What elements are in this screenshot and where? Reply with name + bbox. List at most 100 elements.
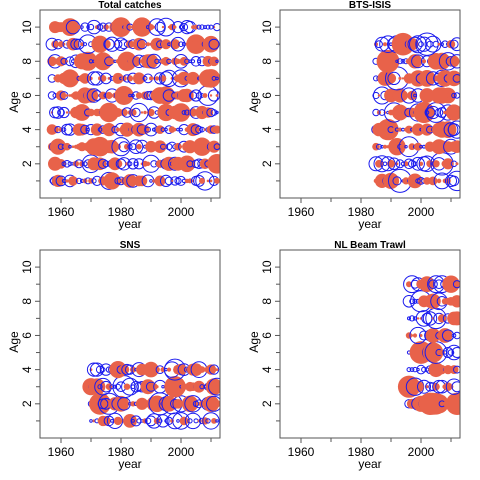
positive-residual-bubble	[118, 364, 130, 375]
negative-residual-bubble	[127, 158, 139, 170]
x-axis-label: year	[118, 217, 141, 231]
positive-residual-bubble	[445, 104, 460, 121]
y-tick-label: 6	[20, 92, 34, 99]
negative-residual-bubble	[87, 23, 95, 31]
positive-residual-bubble	[193, 380, 205, 393]
positive-residual-bubble	[56, 159, 66, 169]
positive-residual-bubble	[177, 71, 191, 86]
negative-residual-bubble	[61, 123, 73, 136]
positive-residual-bubble	[71, 145, 75, 148]
y-tick-label: 8	[260, 298, 274, 305]
y-axis-label: Age	[7, 91, 21, 113]
positive-residual-bubble	[455, 162, 459, 166]
negative-residual-bubble	[413, 93, 417, 98]
positive-residual-bubble	[61, 18, 79, 36]
positive-residual-bubble	[173, 25, 177, 29]
positive-residual-bubble	[209, 179, 213, 183]
plot-frame	[279, 249, 461, 439]
positive-residual-bubble	[103, 172, 121, 190]
negative-residual-bubble	[86, 362, 102, 377]
negative-residual-bubble	[195, 125, 203, 134]
x-axis-label: year	[358, 457, 381, 471]
plot-frame	[39, 249, 221, 439]
positive-residual-bubble	[170, 419, 174, 423]
positive-residual-bubble	[406, 281, 412, 288]
x-tick-label: 2000	[168, 445, 195, 459]
negative-residual-bubble	[452, 74, 460, 83]
x-axis-label: year	[118, 457, 141, 471]
negative-residual-bubble	[100, 367, 106, 373]
y-tick-label: 10	[260, 20, 274, 34]
positive-residual-bubble	[215, 368, 219, 371]
negative-residual-bubble	[184, 58, 190, 65]
positive-residual-bubble	[383, 42, 387, 47]
negative-residual-bubble	[196, 24, 202, 30]
negative-residual-bubble	[110, 419, 114, 423]
positive-residual-bubble	[437, 328, 453, 343]
y-tick-label: 10	[260, 260, 274, 274]
negative-residual-bubble	[89, 419, 93, 423]
positive-residual-bubble	[129, 108, 137, 117]
negative-residual-bubble	[61, 127, 67, 132]
positive-residual-bubble	[140, 379, 156, 395]
positive-residual-bubble	[209, 56, 219, 67]
negative-residual-bubble	[95, 365, 105, 374]
negative-residual-bubble	[208, 377, 220, 396]
y-tick-label: 2	[260, 400, 274, 407]
negative-residual-bubble	[157, 418, 163, 424]
positive-residual-bubble	[202, 35, 220, 53]
x-tick-label: 1980	[108, 205, 135, 219]
negative-residual-bubble	[445, 378, 460, 395]
panel-title: Total catches	[98, 0, 162, 11]
negative-residual-bubble	[97, 384, 103, 390]
positive-residual-bubble	[99, 102, 119, 123]
negative-residual-bubble	[47, 91, 57, 100]
positive-residual-bubble	[183, 140, 197, 154]
positive-residual-bubble	[383, 144, 387, 149]
negative-residual-bubble	[400, 58, 406, 64]
positive-residual-bubble	[173, 399, 183, 409]
positive-residual-bubble	[143, 43, 147, 46]
negative-residual-bubble	[208, 364, 220, 375]
positive-residual-bubble	[146, 42, 150, 47]
negative-residual-bubble	[403, 158, 415, 170]
positive-residual-bubble	[215, 94, 219, 97]
positive-residual-bubble	[169, 39, 181, 50]
negative-residual-bubble	[395, 59, 399, 63]
negative-residual-bubble	[422, 311, 438, 326]
positive-residual-bubble	[404, 93, 408, 98]
negative-residual-bubble	[449, 39, 459, 49]
positive-residual-bubble	[422, 342, 444, 363]
positive-residual-bubble	[113, 416, 123, 426]
positive-residual-bubble	[120, 88, 134, 103]
negative-residual-bubble	[206, 395, 220, 412]
positive-residual-bubble	[405, 332, 413, 339]
positive-residual-bubble	[77, 25, 81, 30]
negative-residual-bubble	[109, 384, 115, 390]
positive-residual-bubble	[400, 143, 406, 150]
positive-residual-bubble	[202, 107, 214, 118]
positive-residual-bubble	[73, 104, 91, 121]
negative-residual-bubble	[449, 54, 460, 69]
negative-residual-bubble	[184, 412, 202, 430]
negative-residual-bubble	[411, 156, 425, 171]
positive-residual-bubble	[126, 75, 134, 82]
negative-residual-bubble	[128, 139, 144, 154]
positive-residual-bubble	[209, 94, 213, 97]
negative-residual-bubble	[82, 161, 88, 167]
positive-residual-bubble	[119, 419, 123, 423]
positive-residual-bubble	[397, 127, 403, 132]
negative-residual-bubble	[446, 170, 460, 192]
positive-residual-bubble	[425, 385, 429, 389]
positive-residual-bubble	[51, 40, 59, 48]
negative-residual-bubble	[444, 174, 458, 187]
positive-residual-bubble	[443, 59, 447, 63]
negative-residual-bubble	[451, 92, 457, 99]
positive-residual-bubble	[93, 157, 107, 171]
positive-residual-bubble	[149, 76, 153, 81]
positive-residual-bubble	[215, 42, 219, 46]
y-tick-label: 8	[260, 58, 274, 65]
positive-residual-bubble	[446, 70, 460, 87]
positive-residual-bubble	[186, 123, 200, 137]
panel-title: BTS-ISIS	[349, 0, 392, 11]
